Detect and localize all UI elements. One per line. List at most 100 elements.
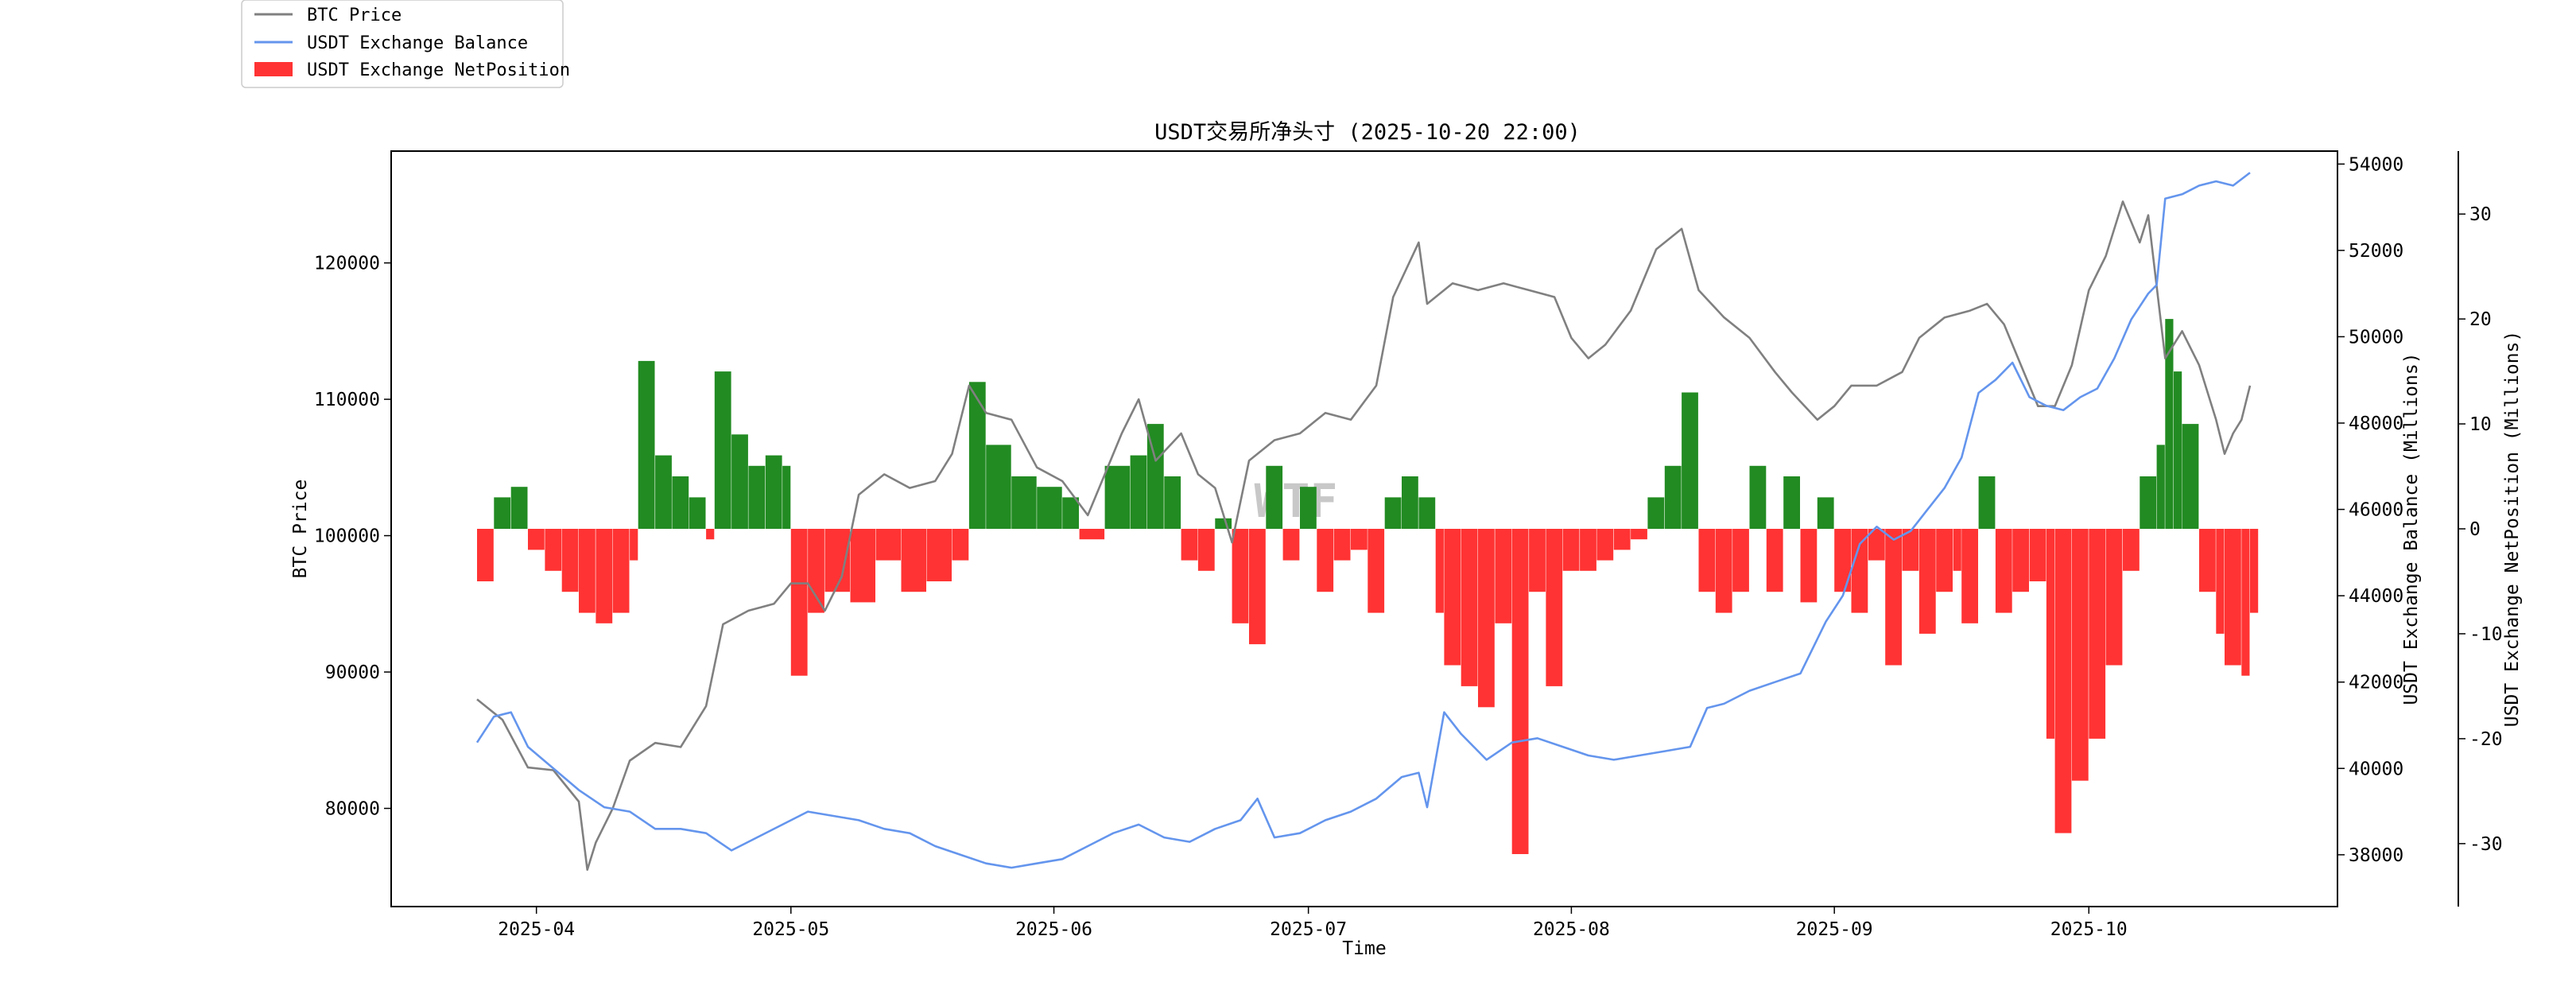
- netposition-bar: [782, 465, 791, 529]
- netposition-bar: [579, 529, 596, 613]
- netposition-bar: [1249, 529, 1266, 645]
- netposition-tick-label: 0: [2469, 519, 2481, 540]
- netposition-bar: [2156, 445, 2165, 529]
- x-tick-label: 2025-04: [498, 919, 575, 940]
- netposition-bar: [1351, 529, 1368, 550]
- netposition-bar: [1266, 465, 1283, 529]
- netposition-bar: [1995, 529, 2012, 613]
- netposition-bar: [2105, 529, 2123, 666]
- netposition-bar: [1902, 529, 1919, 571]
- netposition-bar: [1868, 529, 1885, 561]
- legend-label-netposition: USDT Exchange NetPosition: [307, 60, 570, 80]
- netposition-bar: [1181, 529, 1198, 561]
- netposition-bar: [1817, 497, 1834, 529]
- netposition-bar: [655, 455, 672, 529]
- netposition-bar: [1800, 529, 1818, 603]
- x-tick-label: 2025-05: [752, 919, 829, 940]
- netposition-bar: [2250, 529, 2259, 613]
- netposition-bar: [1435, 529, 1444, 613]
- netposition-bar: [1197, 529, 1215, 571]
- legend-swatch-netposition: [254, 62, 293, 76]
- netposition-bar: [510, 487, 528, 529]
- balance-tick-label: 38000: [2349, 845, 2403, 866]
- netposition-bar: [1562, 529, 1580, 571]
- netposition-tick-label: -20: [2469, 729, 2503, 750]
- netposition-bar: [2140, 476, 2157, 529]
- netposition-bar: [1580, 529, 1596, 571]
- netposition-bar: [1037, 487, 1062, 529]
- netposition-bar: [1664, 465, 1682, 529]
- price-tick-label: 120000: [314, 254, 380, 274]
- balance-tick-label: 50000: [2349, 327, 2403, 348]
- legend-frame: [241, 0, 564, 88]
- axis-ticks: 2025-04 2025-05 2025-06 2025-07 2025-08 2025-…: [314, 154, 2503, 940]
- x-tick-label: 2025-09: [1796, 919, 1873, 940]
- netposition-tick-label: 30: [2469, 204, 2492, 225]
- netposition-bar: [1783, 476, 1800, 529]
- netposition-bar: [596, 529, 613, 623]
- netposition-bar: [1062, 497, 1079, 529]
- price-tick-label: 110000: [314, 390, 380, 410]
- netposition-bar: [1749, 465, 1767, 529]
- chart-title: USDT交易所净头寸 (2025-10-20 22:00): [1154, 120, 1581, 145]
- netposition-bar: [1961, 529, 1978, 623]
- netposition-bar: [1368, 529, 1385, 613]
- x-tick-label: 2025-08: [1533, 919, 1610, 940]
- netposition-bar: [528, 529, 545, 550]
- netposition-bar: [494, 497, 511, 529]
- netposition-bar: [1104, 465, 1131, 529]
- netposition-bar: [1918, 529, 1936, 634]
- netposition-bar: [1936, 529, 1953, 592]
- netposition-bar: [706, 529, 715, 540]
- netposition-bar: [1130, 455, 1147, 529]
- netposition-bar: [1851, 529, 1868, 613]
- balance-tick-label: 52000: [2349, 241, 2403, 262]
- netposition-bar: [926, 529, 952, 581]
- balance-tick-label: 40000: [2349, 759, 2403, 779]
- netposition-bar: [1631, 529, 1647, 540]
- netposition-bar: [1146, 424, 1164, 529]
- balance-tick-label: 46000: [2349, 500, 2403, 521]
- netposition-bar: [1300, 487, 1317, 529]
- netposition-bar: [2182, 424, 2199, 529]
- plot-area: [475, 172, 2259, 871]
- netposition-bar: [2241, 529, 2250, 676]
- netposition-bar: [1444, 529, 1461, 666]
- netposition-bar: [850, 529, 875, 603]
- netposition-bar: [638, 360, 655, 529]
- legend-label-btc-price: BTC Price: [307, 6, 402, 25]
- netposition-bar: [1596, 529, 1614, 561]
- netposition-bar: [765, 455, 782, 529]
- netposition-tick-label: -10: [2469, 624, 2503, 645]
- x-axis-label: Time: [1342, 938, 1386, 959]
- netposition-bar: [952, 529, 969, 561]
- netposition-bar: [630, 529, 638, 561]
- x-tick-label: 2025-06: [1015, 919, 1092, 940]
- netposition-bar: [1418, 497, 1436, 529]
- netposition-bar: [1978, 476, 1996, 529]
- netposition-bar: [1461, 529, 1478, 686]
- netposition-bar: [2071, 529, 2089, 781]
- balance-tick-label: 54000: [2349, 154, 2403, 175]
- netposition-bar: [1766, 529, 1783, 592]
- netposition-bar: [2174, 371, 2182, 529]
- netposition-bar: [1885, 529, 1902, 666]
- netposition-bar: [1215, 518, 1232, 529]
- netposition-bar: [1402, 476, 1418, 529]
- netposition-bar: [748, 465, 766, 529]
- netposition-bar: [1715, 529, 1732, 613]
- netposition-bar: [2012, 529, 2029, 592]
- price-tick-label: 80000: [325, 799, 380, 820]
- netposition-bar: [875, 529, 901, 561]
- price-tick-label: 90000: [325, 662, 380, 683]
- netposition-bar: [714, 371, 731, 529]
- netposition-bar: [808, 529, 824, 613]
- price-tick-label: 100000: [314, 526, 380, 547]
- netposition-bar: [1232, 529, 1249, 623]
- netposition-bar: [1953, 529, 1961, 571]
- netposition-bar: [2029, 529, 2046, 581]
- netposition-bar: [2089, 529, 2106, 739]
- netposition-bar: [986, 445, 1011, 529]
- netposition-bar: [612, 529, 630, 613]
